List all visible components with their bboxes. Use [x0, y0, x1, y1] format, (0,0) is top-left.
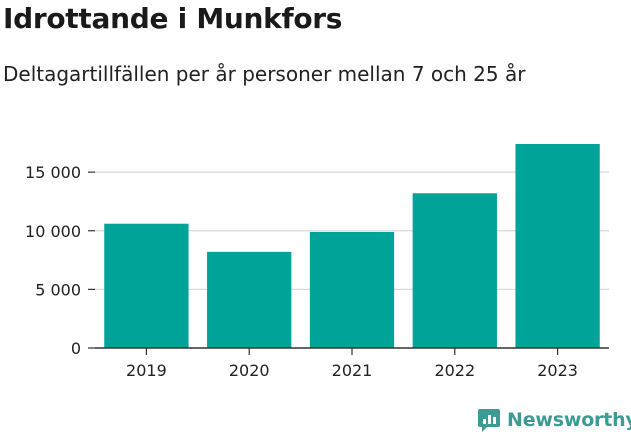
y-tick-label: 0 [71, 339, 81, 358]
y-tick-label: 15 000 [25, 163, 81, 182]
y-tick-label: 10 000 [25, 222, 81, 241]
tick-labels: 0 5 000 10 000 15 000 2019 2020 2021 2022 2023 [25, 163, 578, 380]
x-tick-label: 2021 [332, 361, 373, 380]
x-tick-label: 2022 [434, 361, 475, 380]
newsworthy-logo: Newsworthy [477, 407, 631, 433]
x-tick-label: 2019 [126, 361, 167, 380]
x-tick-label: 2020 [229, 361, 270, 380]
chart-subtitle: Deltagartillfällen per år personer mella… [3, 62, 526, 86]
x-tick-label: 2023 [537, 361, 578, 380]
y-tick-label: 5 000 [35, 280, 81, 299]
chart-title: Idrottande i Munkfors [3, 2, 343, 35]
bar-2020 [207, 251, 292, 348]
bar-2022 [412, 193, 497, 348]
bar-2023 [515, 144, 600, 348]
axes [88, 171, 609, 355]
brand-name: Newsworthy [507, 409, 631, 431]
bar-2019 [104, 223, 189, 348]
bars [104, 144, 600, 348]
newsworthy-icon [478, 409, 500, 432]
bar-2021 [309, 231, 395, 348]
